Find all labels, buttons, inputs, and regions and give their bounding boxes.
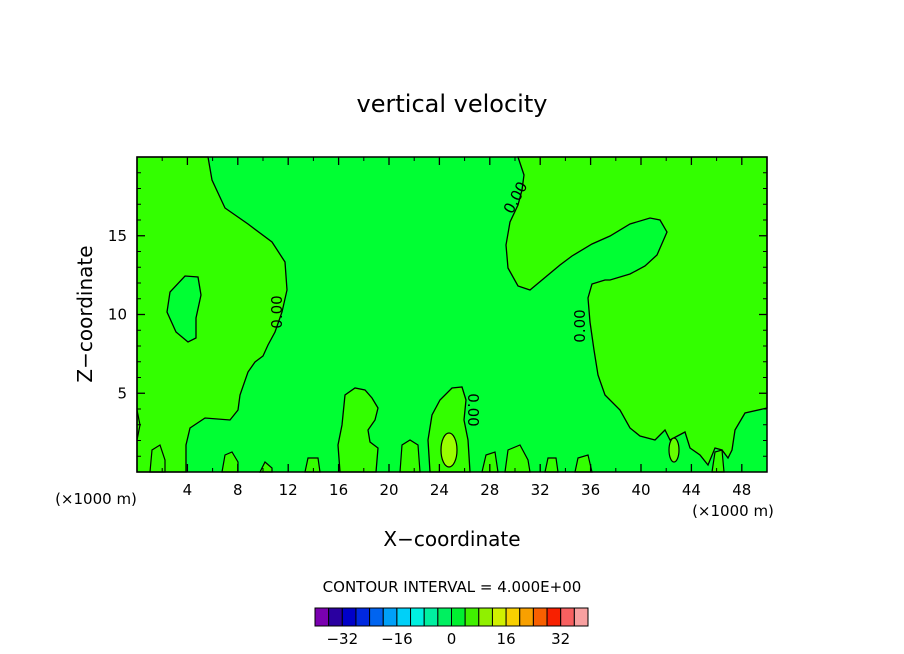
y-tick-label: 15 [108, 227, 127, 245]
x-tick-label: 48 [732, 481, 751, 499]
chart-title: vertical velocity [357, 90, 548, 118]
colorbar-swatch [546, 607, 562, 627]
colorbar-tick-label: −32 [326, 630, 358, 648]
x-tick-label: 16 [329, 481, 348, 499]
peak-ellipse-center [440, 432, 458, 468]
y-tick-label: 10 [108, 306, 127, 324]
contour-label-right: 0.00 [571, 309, 589, 342]
colorbar-swatch [464, 607, 480, 627]
positive-region-left [136, 156, 288, 473]
x-axis: 4 8 12 16 20 24 28 32 36 40 44 48 [161, 157, 751, 499]
colorbar-swatch [519, 607, 534, 627]
colorbar [314, 607, 589, 627]
y-axis: 5 10 15 [108, 172, 767, 457]
colorbar-swatch [560, 607, 575, 627]
colorbar-swatch [410, 607, 425, 627]
contour-label-bottom: 0.00 [464, 393, 482, 426]
colorbar-swatch [437, 607, 453, 627]
colorbar-swatch [573, 607, 589, 627]
contour-label-left: 0.00 [268, 295, 286, 328]
x-tick-label: 20 [379, 481, 398, 499]
contour-interval-text: CONTOUR INTERVAL = 4.000E+00 [323, 578, 582, 596]
colorbar-swatch [341, 607, 357, 627]
positive-blob-center-b [427, 386, 471, 473]
colorbar-swatch [328, 607, 343, 627]
x-tick-label: 24 [430, 481, 449, 499]
x-unit-label-left: (×1000 m) [55, 490, 137, 508]
x-tick-label: 32 [531, 481, 550, 499]
colorbar-tick-label: 32 [551, 630, 570, 648]
x-tick-label: 28 [480, 481, 499, 499]
colorbar-swatch [532, 607, 548, 627]
colorbar-tick-label: 16 [497, 630, 516, 648]
positive-region-right [505, 156, 768, 467]
colorbar-swatch [491, 607, 507, 627]
colorbar-ticks: −32 −16 0 16 32 [326, 630, 570, 648]
negative-pocket-left [166, 275, 202, 343]
x-tick-label: 4 [183, 481, 193, 499]
colorbar-swatch [478, 607, 493, 627]
colorbar-swatch [396, 607, 412, 627]
x-tick-label: 44 [682, 481, 701, 499]
x-axis-title: X−coordinate [383, 527, 520, 551]
x-unit-label-right: (×1000 m) [692, 502, 774, 520]
x-tick-label: 40 [631, 481, 650, 499]
x-tick-label: 36 [581, 481, 600, 499]
y-axis-title: Z−coordinate [73, 245, 97, 382]
positive-blob-center-a [337, 387, 379, 473]
colorbar-tick-label: 0 [447, 630, 457, 648]
colorbar-swatch [423, 607, 439, 627]
colorbar-swatch [369, 607, 384, 627]
colorbar-tick-label: −16 [381, 630, 413, 648]
colorbar-swatch [505, 607, 521, 627]
colorbar-swatch [451, 607, 466, 627]
x-tick-label: 12 [279, 481, 298, 499]
plot-area: 0.00 0.00 0.00 0.00 [136, 156, 768, 473]
colorbar-swatch [382, 607, 398, 627]
ripple-bottom [149, 439, 725, 473]
colorbar-swatch [314, 607, 330, 627]
colorbar-swatch [355, 607, 371, 627]
y-tick-label: 5 [117, 384, 127, 402]
x-tick-label: 8 [233, 481, 243, 499]
peak-ellipse-right [668, 437, 680, 463]
